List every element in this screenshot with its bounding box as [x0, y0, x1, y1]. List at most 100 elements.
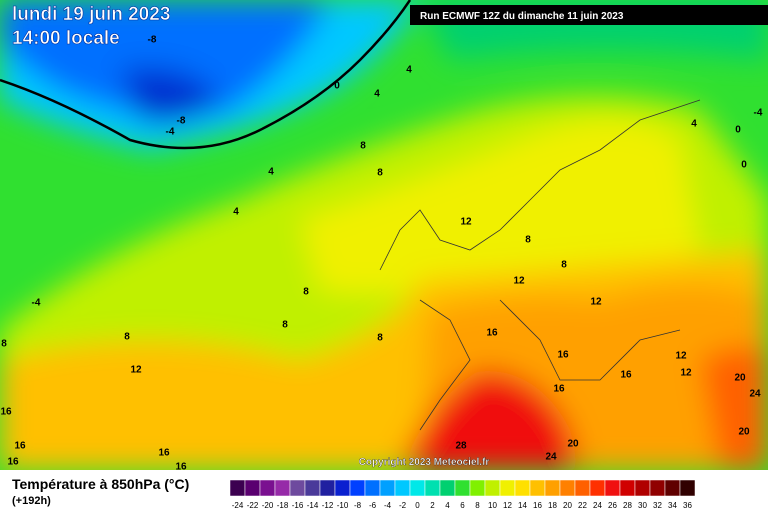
- color-swatch: [544, 479, 561, 497]
- color-tick-label: -6: [369, 501, 377, 510]
- contour-label: 4: [374, 89, 380, 100]
- contour-label: 12: [513, 276, 525, 287]
- contour-label: 12: [130, 365, 142, 376]
- color-tick-label: -24: [232, 501, 244, 510]
- copyright: Copyright 2023 Meteociel.fr: [359, 457, 490, 468]
- color-tick-label: 34: [668, 501, 677, 510]
- contour-label: 4: [406, 65, 412, 76]
- contour-label: 16: [158, 448, 170, 459]
- color-swatch: [259, 479, 276, 497]
- contour-label: -8: [177, 116, 186, 127]
- color-tick-label: 22: [578, 501, 587, 510]
- color-swatch: [619, 479, 636, 497]
- contour-label: 8: [377, 168, 383, 179]
- contour-label: -4: [32, 298, 41, 309]
- contour-label: 16: [557, 350, 569, 361]
- contour-label: 24: [749, 389, 761, 400]
- color-tick-label: 2: [430, 501, 435, 510]
- contour-label: 28: [455, 441, 467, 452]
- color-swatch: [439, 479, 456, 497]
- color-swatch: [649, 479, 666, 497]
- color-swatch: [304, 479, 321, 497]
- color-tick-label: -8: [354, 501, 362, 510]
- color-swatch: [559, 479, 576, 497]
- color-tick-label: -22: [247, 501, 259, 510]
- color-swatch: [409, 479, 426, 497]
- contour-label: 0: [334, 81, 340, 92]
- color-swatch: [334, 479, 351, 497]
- color-tick-label: 14: [518, 501, 527, 510]
- color-swatch: [679, 479, 696, 497]
- color-swatch: [454, 479, 471, 497]
- color-swatch: [499, 479, 516, 497]
- contour-label: 20: [734, 373, 746, 384]
- contour-label: 16: [175, 462, 187, 473]
- color-swatch: [589, 479, 606, 497]
- color-swatch: [379, 479, 396, 497]
- contour-label: 12: [460, 217, 472, 228]
- contour-label: 8: [360, 141, 366, 152]
- contour-label: 20: [567, 439, 579, 450]
- contour-label: 8: [561, 260, 567, 271]
- contour-label: 24: [545, 452, 557, 463]
- contour-label: 16: [486, 328, 498, 339]
- color-swatch: [244, 479, 261, 497]
- color-swatch: [394, 479, 411, 497]
- contour-label: 8: [282, 320, 288, 331]
- color-swatch: [274, 479, 291, 497]
- color-swatch: [574, 479, 591, 497]
- color-tick-label: -16: [292, 501, 304, 510]
- color-tick-label: 28: [623, 501, 632, 510]
- color-swatch: [319, 479, 336, 497]
- contour-label: 8: [1, 339, 7, 350]
- color-tick-label: -12: [322, 501, 334, 510]
- color-tick-label: 24: [593, 501, 602, 510]
- color-swatch: [664, 479, 681, 497]
- color-tick-label: -20: [262, 501, 274, 510]
- color-swatch: [424, 479, 441, 497]
- color-tick-label: 6: [460, 501, 465, 510]
- contour-label: 12: [675, 351, 687, 362]
- legend-title: Température à 850hPa (°C): [12, 476, 189, 492]
- color-swatch: [529, 479, 546, 497]
- contour-label: 16: [553, 384, 565, 395]
- color-tick-label: 20: [563, 501, 572, 510]
- contour-label: 0: [741, 160, 747, 171]
- color-tick-label: 0: [415, 501, 420, 510]
- contour-label: 16: [7, 457, 19, 468]
- color-swatch: [469, 479, 486, 497]
- color-swatch: [364, 479, 381, 497]
- color-tick-label: -10: [337, 501, 349, 510]
- color-swatch: [634, 479, 651, 497]
- map: [0, 0, 768, 470]
- color-tick-label: -14: [307, 501, 319, 510]
- color-swatch: [349, 479, 366, 497]
- contour-label: 8: [303, 287, 309, 298]
- contour-label: 8: [124, 332, 130, 343]
- color-tick-label: 32: [653, 501, 662, 510]
- contour-label: 20: [738, 427, 750, 438]
- color-tick-label: 12: [503, 501, 512, 510]
- color-tick-label: 8: [475, 501, 480, 510]
- contour-label: 16: [0, 407, 12, 418]
- color-tick-label: 36: [683, 501, 692, 510]
- contour-label: 0: [735, 125, 741, 136]
- time: 14:00 locale: [12, 28, 120, 49]
- lead-time: (+192h): [12, 495, 51, 507]
- contour-label: 8: [525, 235, 531, 246]
- color-tick-label: 4: [445, 501, 450, 510]
- color-tick-label: -18: [277, 501, 289, 510]
- contour-label: -4: [166, 127, 175, 138]
- contour-label: 12: [680, 368, 692, 379]
- color-tick-label: 26: [608, 501, 617, 510]
- color-swatch: [604, 479, 621, 497]
- contour-label: 8: [377, 333, 383, 344]
- color-tick-label: -4: [384, 501, 392, 510]
- contour-label: 4: [268, 167, 274, 178]
- color-tick-label: 10: [488, 501, 497, 510]
- run-info: Run ECMWF 12Z du dimanche 11 juin 2023: [420, 11, 624, 22]
- color-tick-label: 30: [638, 501, 647, 510]
- color-tick-label: 18: [548, 501, 557, 510]
- contour-label: -8: [148, 35, 157, 46]
